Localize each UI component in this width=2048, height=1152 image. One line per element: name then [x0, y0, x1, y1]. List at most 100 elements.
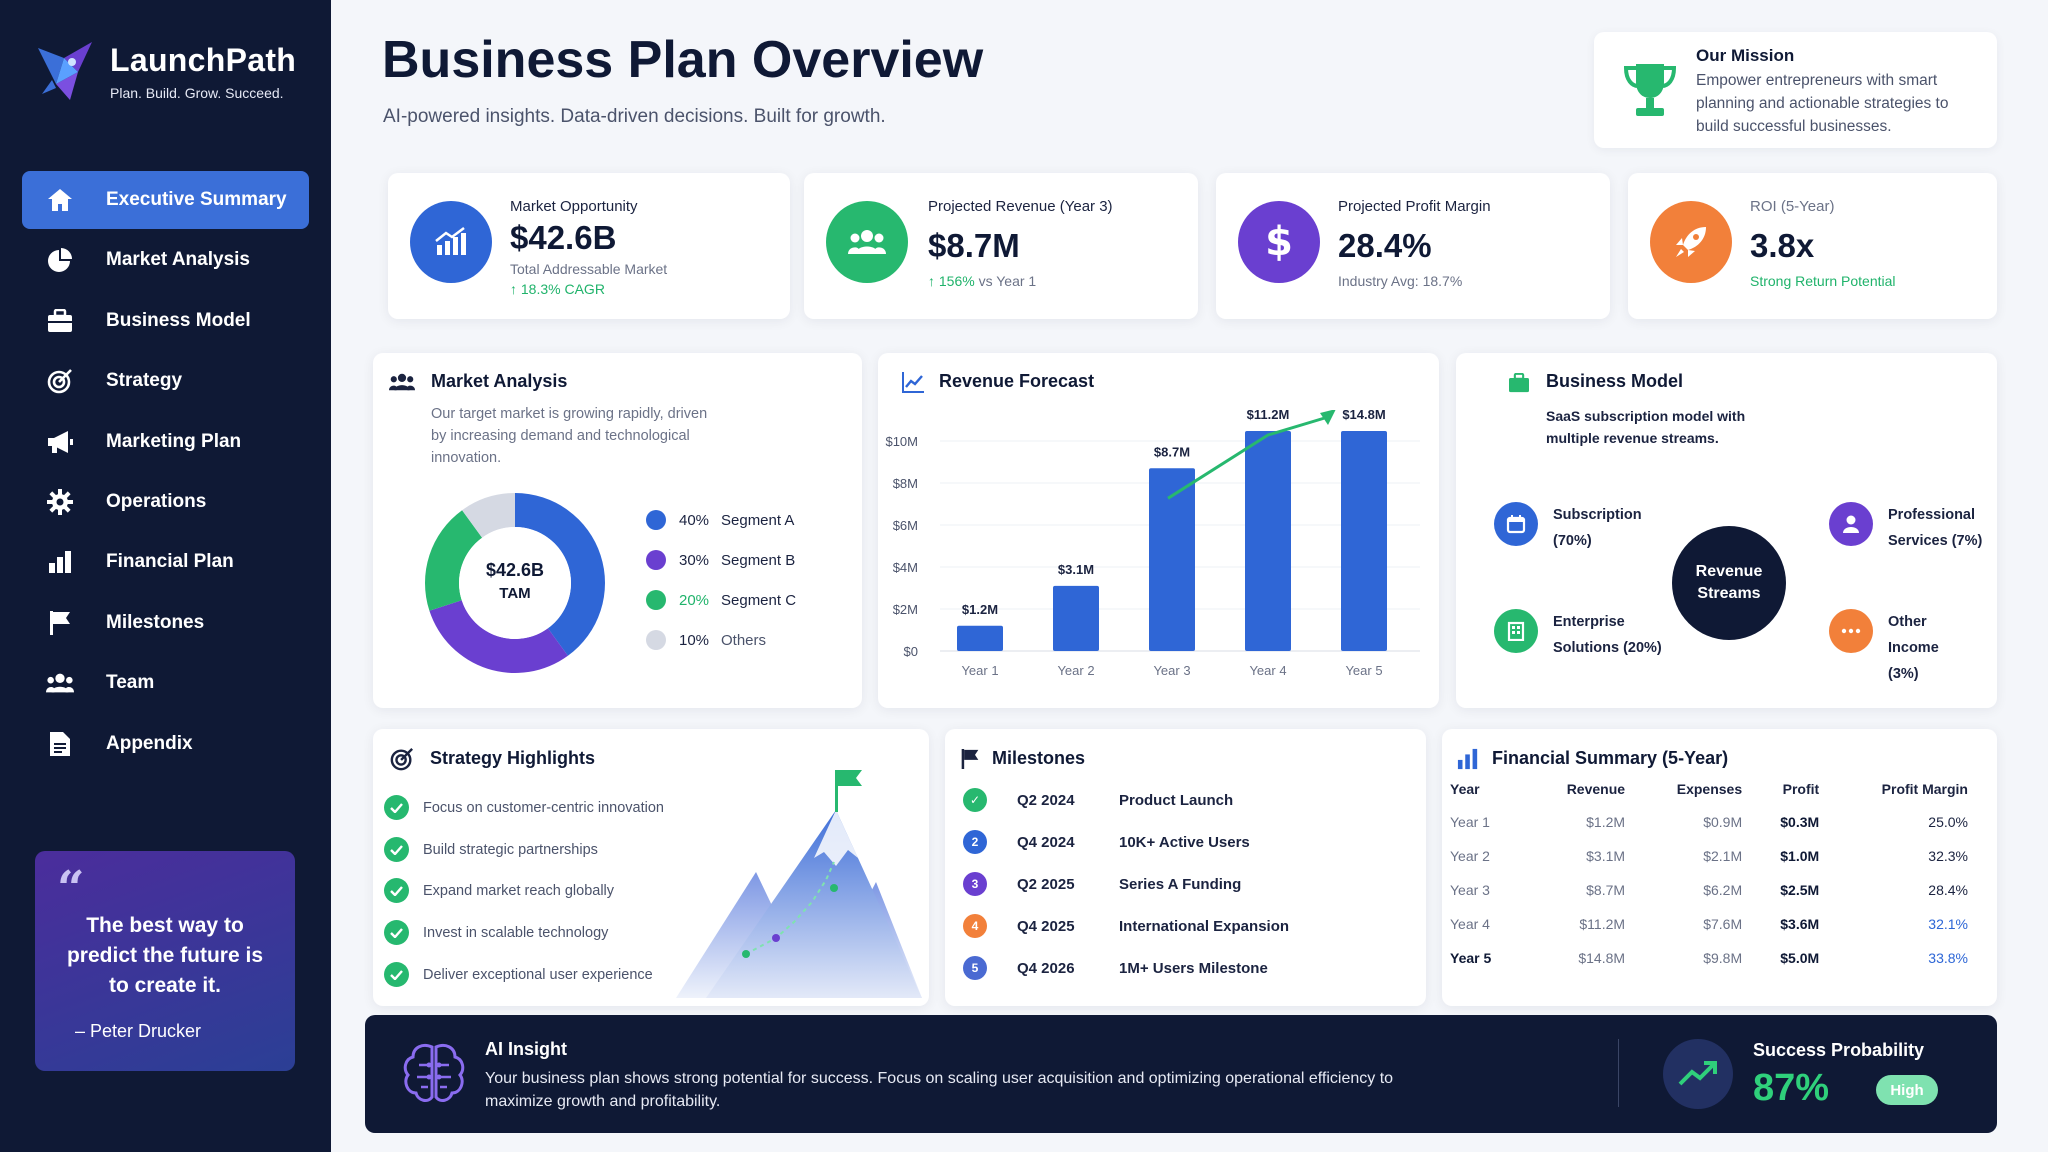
- legend-percent: 30%: [679, 551, 710, 569]
- legend-percent: 20%: [679, 591, 710, 609]
- legend-swatch: [646, 550, 666, 570]
- table-cell: $5.0M: [1780, 950, 1820, 966]
- milestone-marker: 4: [963, 914, 987, 938]
- success-probability-value: 87%: [1753, 1067, 1830, 1109]
- market-donut-chart: [425, 493, 605, 673]
- page-subtitle: AI-powered insights. Data-driven decisio…: [383, 106, 886, 127]
- strategy-item: Deliver exceptional user experience: [384, 962, 653, 987]
- check-icon: [384, 962, 409, 987]
- ai-insight-banner: AI Insight Your business plan shows stro…: [365, 1015, 1997, 1133]
- stream-professional-services[interactable]: Professional Services (7%): [1829, 502, 1989, 554]
- trophy-icon: [1623, 64, 1677, 116]
- table-cell: $0.3M: [1780, 814, 1820, 830]
- kpi-value: $8.7M: [928, 227, 1020, 264]
- kpi-growth: ↑ 156%: [928, 273, 975, 289]
- quote-author: – Peter Drucker: [75, 1021, 202, 1041]
- bar-year-4[interactable]: [1245, 431, 1291, 651]
- table-cell: 32.3%: [1928, 848, 1968, 864]
- more-icon: [1829, 609, 1873, 653]
- milestone-row: ✓ Q2 2024 Product Launch: [963, 788, 1233, 812]
- stream-enterprise-solutions[interactable]: Enterprise Solutions (20%): [1494, 609, 1674, 661]
- legend-label: Others: [721, 631, 767, 649]
- calendar-icon: [1494, 502, 1538, 546]
- bar-year-2[interactable]: [1053, 585, 1099, 651]
- kpi-card-market-opportunity[interactable]: Market Opportunity $42.6B Total Addressa…: [388, 173, 790, 319]
- stream-subscription[interactable]: Subscription (70%): [1494, 502, 1664, 554]
- financial-summary-card: [1442, 729, 1997, 1006]
- milestone-marker: ✓: [963, 788, 987, 812]
- table-cell: 33.8%: [1928, 950, 1968, 966]
- status-badge: High: [1876, 1075, 1938, 1105]
- users-icon: [826, 201, 908, 283]
- table-cell: Year 5: [1450, 950, 1492, 966]
- revenue-forecast-title: Revenue Forecast: [939, 371, 1095, 391]
- strategy-item: Build strategic partnerships: [384, 837, 598, 862]
- column-header: Expenses: [1676, 781, 1743, 797]
- table-cell: $2.1M: [1703, 848, 1743, 864]
- milestone-row: 4 Q4 2025 International Expansion: [963, 914, 1289, 938]
- y-tick-label: $6M: [893, 518, 918, 533]
- kpi-label: Projected Revenue (Year 3): [928, 198, 1113, 215]
- kpi-comparison: vs Year 1: [974, 273, 1037, 289]
- pie-chart-icon: [46, 246, 74, 274]
- x-tick-label: Year 1: [961, 663, 998, 678]
- kpi-subtext: Strong Return Potential: [1750, 273, 1896, 289]
- kpi-value: 28.4%: [1338, 227, 1432, 264]
- brand-tagline: Plan. Build. Grow. Succeed.: [110, 84, 284, 101]
- sidebar-item-milestones[interactable]: Milestones: [22, 594, 309, 652]
- user-icon: [1829, 502, 1873, 546]
- target-icon: [46, 367, 74, 395]
- stream-other-income[interactable]: Other Income (3%): [1829, 609, 1969, 687]
- users-icon: [388, 368, 416, 396]
- kpi-growth: ↑ 18.3% CAGR: [510, 281, 605, 297]
- table-cell: $14.8M: [1578, 950, 1626, 966]
- sidebar-item-business-model[interactable]: Business Model: [22, 292, 309, 350]
- rocket-icon: [1650, 201, 1732, 283]
- quote-card: “ The best way to predict the future is …: [35, 851, 295, 1071]
- data-label: $8.7M: [1154, 444, 1190, 459]
- sidebar: LaunchPath Plan. Build. Grow. Succeed. E…: [0, 0, 331, 1152]
- sidebar-item-operations[interactable]: Operations: [22, 473, 309, 531]
- x-tick-label: Year 4: [1249, 663, 1286, 678]
- sidebar-item-marketing-plan[interactable]: Marketing Plan: [22, 413, 309, 471]
- sidebar-item-label: Strategy: [106, 370, 183, 392]
- sidebar-item-team[interactable]: Team: [22, 654, 309, 712]
- gear-icon: [46, 488, 74, 516]
- page-title: Business Plan Overview: [382, 31, 984, 89]
- sidebar-item-strategy[interactable]: Strategy: [22, 352, 309, 410]
- sidebar-item-market-analysis[interactable]: Market Analysis: [22, 231, 309, 289]
- bar-chart-icon: [46, 548, 74, 576]
- stream-label: Subscription (70%): [1553, 507, 1642, 549]
- column-header: Revenue: [1566, 781, 1626, 797]
- milestones-title: Milestones: [992, 748, 1086, 768]
- legend-label: Segment B: [721, 551, 796, 569]
- milestone-date: Q2 2025: [1017, 875, 1075, 893]
- kpi-value: $42.6B: [510, 219, 617, 256]
- milestone-date: Q4 2024: [1017, 833, 1075, 851]
- bar-year-3[interactable]: [1149, 468, 1195, 651]
- sidebar-item-appendix[interactable]: Appendix: [22, 715, 309, 773]
- milestone-marker: 2: [963, 830, 987, 854]
- table-row: Year 1 $1.2M $0.9M $0.3M 25.0%: [1444, 805, 1974, 839]
- column-header: Year: [1450, 781, 1480, 797]
- brand[interactable]: LaunchPath Plan. Build. Grow. Succeed.: [34, 40, 296, 102]
- kpi-card-roi[interactable]: ROI (5-Year) 3.8x Strong Return Potentia…: [1628, 173, 1997, 319]
- kpi-card-projected-revenue[interactable]: Projected Revenue (Year 3) $8.7M ↑ 156% …: [804, 173, 1198, 319]
- sidebar-item-label: Appendix: [106, 732, 193, 754]
- brain-icon: [403, 1043, 465, 1102]
- sidebar-item-financial-plan[interactable]: Financial Plan: [22, 533, 309, 591]
- sidebar-item-label: Financial Plan: [106, 551, 234, 573]
- kpi-card-profit-margin[interactable]: $ Projected Profit Margin 28.4% Industry…: [1216, 173, 1610, 319]
- legend-swatch: [646, 630, 666, 650]
- sidebar-item-label: Marketing Plan: [106, 430, 242, 452]
- strategy-item-label: Build strategic partnerships: [423, 841, 598, 858]
- table-cell: 25.0%: [1928, 814, 1968, 830]
- ai-insight-text: Your business plan shows strong potentia…: [485, 1070, 1394, 1110]
- milestone-row: 3 Q2 2025 Series A Funding: [963, 872, 1241, 896]
- bar-year-1[interactable]: [957, 625, 1003, 651]
- milestone-date: Q4 2025: [1017, 917, 1075, 935]
- bar-year-5[interactable]: [1341, 431, 1387, 651]
- table-cell: $8.7M: [1586, 882, 1626, 898]
- sidebar-item-label: Business Model: [106, 309, 251, 331]
- sidebar-item-executive-summary[interactable]: Executive Summary: [22, 171, 309, 229]
